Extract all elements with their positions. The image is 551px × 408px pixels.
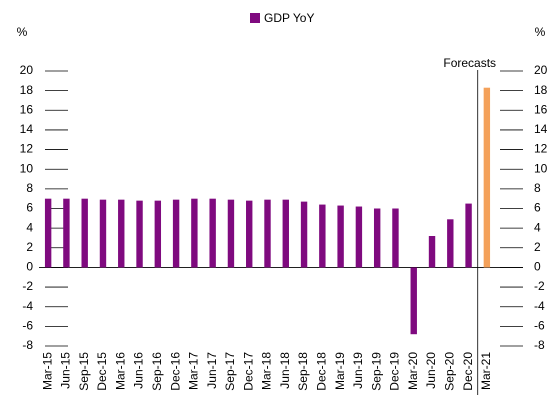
x-tick-label: Sep-17 (223, 352, 237, 391)
x-tick-label: Jun-18 (278, 352, 292, 389)
y-tick-label: -8 (22, 338, 33, 352)
y-tick-label: 2 (26, 240, 33, 254)
x-tick-label: Dec-20 (461, 352, 475, 391)
y-tick-label: 4 (26, 220, 33, 234)
bar (447, 219, 454, 268)
y2-tick-label: 8 (534, 181, 541, 195)
x-tick-label: Sep-18 (296, 352, 310, 391)
y2-tick-label: 12 (534, 142, 548, 156)
x-tick-label: Mar-16 (113, 352, 127, 390)
bar (227, 199, 235, 268)
y-tick-label: 14 (20, 122, 34, 136)
x-tick-label: Sep-20 (442, 352, 456, 391)
x-tick-label: Jun-19 (351, 352, 365, 389)
x-tick-label: Jun-20 (424, 352, 438, 389)
bar (63, 198, 70, 268)
x-tick-label: Mar-17 (187, 352, 201, 390)
y2-tick-label: -4 (534, 299, 545, 313)
bar (355, 206, 363, 268)
y2-axis-label: % (535, 25, 546, 39)
bar (99, 199, 107, 268)
x-tick-label: Sep-19 (369, 352, 383, 391)
x-tick-label: Dec-18 (315, 352, 329, 391)
x-tick-label: Jun-15 (59, 352, 73, 389)
x-tick-label: Dec-16 (168, 352, 182, 391)
y-tick-label: 12 (20, 142, 34, 156)
bar (392, 208, 399, 268)
bar (246, 200, 253, 268)
y-tick-label: 10 (20, 161, 34, 175)
bar (337, 205, 344, 268)
y2-tick-label: -8 (534, 338, 545, 352)
x-tick-label: Sep-16 (150, 352, 164, 391)
y-tick-label: -4 (22, 299, 33, 313)
x-tick-label: Mar-20 (406, 352, 420, 390)
legend-swatch (250, 13, 260, 23)
bar (172, 199, 180, 268)
x-tick-label: Dec-17 (241, 352, 255, 391)
y2-tick-label: -6 (534, 319, 545, 333)
y2-tick-label: 14 (534, 122, 548, 136)
x-tick-label: Dec-19 (388, 352, 402, 391)
legend-label: GDP YoY (264, 11, 314, 25)
bar (154, 200, 162, 268)
x-tick-label: Mar-18 (260, 352, 274, 390)
x-tick-label: Sep-15 (77, 352, 91, 391)
y-axis-label: % (17, 25, 28, 39)
bar (373, 208, 381, 268)
y-tick-label: 6 (26, 201, 33, 215)
y-tick-label: 18 (20, 83, 34, 97)
bar (191, 198, 198, 268)
y2-tick-label: 20 (534, 63, 548, 77)
annotation: Forecasts (443, 56, 496, 70)
y-tick-label: 0 (26, 260, 33, 274)
y2-tick-label: 18 (534, 83, 548, 97)
bar (319, 204, 326, 268)
y2-tick-label: 2 (534, 240, 541, 254)
y-tick-label: 8 (26, 181, 33, 195)
y-tick-label: 16 (20, 102, 34, 116)
y-tick-label: 20 (20, 63, 34, 77)
y2-tick-label: 4 (534, 220, 541, 234)
y2-tick-label: 0 (534, 260, 541, 274)
bar (209, 198, 216, 268)
bar (300, 201, 308, 268)
bar (483, 87, 491, 268)
bar (465, 203, 472, 268)
y2-tick-label: 10 (534, 161, 548, 175)
y2-tick-label: 6 (534, 201, 541, 215)
bar (410, 267, 417, 335)
x-tick-label: Jun-17 (205, 352, 219, 389)
y2-tick-label: -2 (534, 279, 545, 293)
x-tick-label: Mar-19 (333, 352, 347, 390)
x-tick-label: Jun-16 (132, 352, 146, 389)
x-tick-label: Mar-15 (40, 352, 54, 390)
bar (264, 199, 271, 268)
bar (118, 199, 125, 268)
bar (282, 199, 289, 268)
bar (44, 198, 52, 268)
y-tick-label: -2 (22, 279, 33, 293)
x-tick-label: Dec-15 (95, 352, 109, 391)
bar (136, 200, 143, 268)
bar (81, 198, 88, 268)
bar (428, 236, 436, 268)
y2-tick-label: 16 (534, 102, 548, 116)
x-tick-label: Mar-21 (479, 352, 493, 390)
y-tick-label: -6 (22, 319, 33, 333)
